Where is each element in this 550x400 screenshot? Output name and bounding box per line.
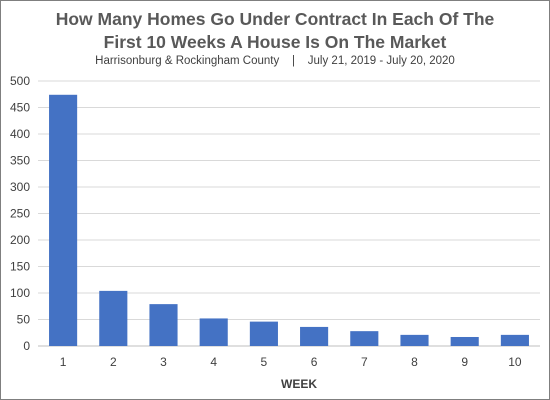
x-tick-label: 7 — [361, 355, 368, 369]
y-tick-label: 500 — [10, 74, 30, 88]
bar-week-4 — [199, 318, 228, 346]
y-tick-label: 450 — [10, 101, 30, 115]
y-tick-label: 50 — [17, 313, 31, 327]
bars — [49, 94, 529, 346]
bar-week-6 — [300, 326, 329, 346]
x-tick-label: 5 — [261, 355, 268, 369]
bar-week-9 — [450, 336, 479, 346]
x-tick-label: 9 — [461, 355, 468, 369]
chart-title: How Many Homes Go Under Contract In Each… — [0, 8, 550, 54]
bar-week-1 — [49, 94, 78, 346]
bar-week-5 — [249, 321, 278, 346]
x-tick-label: 10 — [508, 355, 522, 369]
bar-week-7 — [350, 331, 379, 346]
bar-week-2 — [99, 290, 128, 346]
x-axis-ticks: 1 2 3 4 5 6 7 8 9 10 — [60, 355, 522, 369]
chart-subtitle: Harrisonburg & Rockingham County | July … — [95, 55, 455, 67]
chart-title-line-1: How Many Homes Go Under Contract In Each… — [55, 9, 495, 29]
x-tick-label: 8 — [411, 355, 418, 369]
y-tick-label: 150 — [10, 260, 30, 274]
chart-title-line-2: First 10 Weeks A House Is On The Market — [103, 32, 447, 52]
y-tick-label: 400 — [10, 127, 30, 141]
bar-week-8 — [400, 334, 429, 346]
y-axis-ticks: 0 50 100 150 200 250 300 350 400 450 500 — [10, 74, 30, 353]
x-tick-label: 2 — [110, 355, 117, 369]
y-tick-label: 0 — [23, 339, 30, 353]
y-tick-label: 350 — [10, 154, 30, 168]
x-tick-label: 3 — [160, 355, 167, 369]
bar-week-10 — [500, 334, 529, 346]
x-tick-label: 4 — [210, 355, 217, 369]
x-axis-label: WEEK — [281, 377, 317, 391]
x-tick-label: 6 — [311, 355, 318, 369]
x-tick-label: 1 — [60, 355, 67, 369]
y-tick-label: 100 — [10, 286, 30, 300]
y-tick-label: 200 — [10, 233, 30, 247]
y-tick-label: 300 — [10, 180, 30, 194]
bar-week-3 — [149, 304, 178, 346]
y-tick-label: 250 — [10, 207, 30, 221]
